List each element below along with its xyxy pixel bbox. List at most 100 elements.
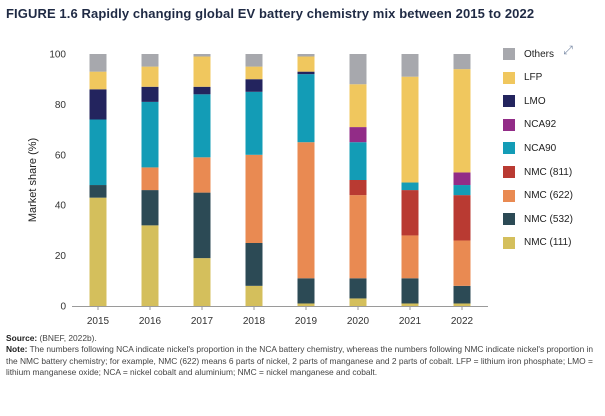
bar-segment bbox=[141, 101, 159, 168]
bar-segment bbox=[349, 54, 367, 85]
legend-label: LFP bbox=[524, 72, 543, 84]
x-tick-label: 2017 bbox=[191, 316, 214, 327]
bar-segment bbox=[349, 142, 367, 180]
bar-segment bbox=[297, 142, 315, 279]
bar-segment bbox=[453, 303, 471, 306]
bar-segment bbox=[193, 192, 211, 259]
y-tick-label: 40 bbox=[55, 201, 67, 212]
bar-segment bbox=[297, 303, 315, 306]
bar-segment bbox=[297, 278, 315, 304]
y-tick-label: 0 bbox=[60, 302, 66, 313]
bar-segment bbox=[453, 54, 471, 70]
y-tick-label: 20 bbox=[55, 251, 67, 262]
bar-segment bbox=[245, 285, 263, 306]
bar-segment bbox=[401, 235, 419, 279]
legend-item: NCA90 bbox=[503, 140, 556, 156]
bar-segment bbox=[349, 127, 367, 143]
bar-segment bbox=[349, 84, 367, 128]
source-line: Source: (BNEF, 2022b). bbox=[6, 333, 601, 344]
bar-segment bbox=[401, 278, 419, 304]
bar-segment bbox=[193, 94, 211, 158]
legend-item: Others bbox=[503, 46, 554, 62]
bar-segment bbox=[349, 180, 367, 196]
bar-segment bbox=[141, 66, 159, 87]
legend-swatch bbox=[503, 189, 515, 202]
y-tick-label: 100 bbox=[49, 50, 66, 61]
bar-segment bbox=[349, 195, 367, 279]
legend-item: LFP bbox=[503, 70, 542, 86]
bar-segment bbox=[245, 154, 263, 243]
bar-segment bbox=[453, 185, 471, 196]
legend-swatch bbox=[503, 71, 515, 84]
legend-swatch bbox=[503, 213, 515, 226]
legend-label: LMO bbox=[524, 95, 546, 107]
source-text: (BNEF, 2022b). bbox=[37, 333, 97, 343]
bar-segment bbox=[349, 298, 367, 306]
bar-segment bbox=[89, 71, 107, 90]
bar-segment bbox=[453, 195, 471, 241]
bar-segment bbox=[349, 278, 367, 299]
x-tick-label: 2015 bbox=[87, 316, 110, 327]
bar-segment bbox=[453, 172, 471, 186]
legend-label: NMC (111) bbox=[524, 237, 572, 249]
x-tick-label: 2022 bbox=[451, 316, 474, 327]
bar-segment bbox=[141, 225, 159, 306]
note-line: Note: The numbers following NCA indicate… bbox=[6, 344, 601, 378]
bar-segment bbox=[193, 54, 211, 57]
bar-segment bbox=[193, 86, 211, 95]
legend-swatch bbox=[503, 48, 515, 60]
bar-segment bbox=[401, 190, 419, 236]
legend-label: NCA92 bbox=[524, 119, 557, 131]
legend-swatch bbox=[503, 95, 515, 108]
bar-segment bbox=[141, 190, 159, 226]
legend-item: NMC (111) bbox=[503, 235, 571, 251]
legend-label: NMC (811) bbox=[524, 166, 573, 178]
legend-item: NCA92 bbox=[503, 117, 556, 133]
bar-segment bbox=[245, 91, 263, 155]
bar-segment bbox=[245, 243, 263, 286]
bar-segment bbox=[245, 54, 263, 67]
legend-label: NMC (622) bbox=[524, 190, 573, 202]
note-text: The numbers following NCA indicate nicke… bbox=[6, 344, 594, 378]
bar-segment bbox=[193, 258, 211, 306]
chart-footer: Source: (BNEF, 2022b). Note: The numbers… bbox=[6, 333, 601, 379]
x-tick-label: 2020 bbox=[347, 316, 370, 327]
x-tick-label: 2019 bbox=[295, 316, 318, 327]
bar-segment bbox=[245, 79, 263, 92]
bar-segment bbox=[89, 54, 107, 72]
bar-segment bbox=[141, 167, 159, 191]
bar-segment bbox=[453, 69, 471, 173]
legend-label: NCA90 bbox=[524, 142, 557, 154]
legend-item: NMC (811) bbox=[503, 164, 572, 180]
bar-segment bbox=[401, 303, 419, 306]
legend-item: NMC (622) bbox=[503, 188, 573, 204]
x-tick-label: 2021 bbox=[399, 316, 422, 327]
legend-swatch bbox=[503, 118, 515, 131]
bar-segment bbox=[401, 182, 419, 191]
expand-icon[interactable]: ⤢ bbox=[563, 43, 573, 57]
bar-segment bbox=[453, 240, 471, 286]
bar-segment bbox=[297, 74, 315, 143]
bar-segment bbox=[89, 185, 107, 198]
bar-segment bbox=[193, 157, 211, 193]
y-tick-label: 60 bbox=[55, 150, 67, 161]
bar-segment bbox=[89, 197, 107, 306]
legend-item: NMC (532) bbox=[503, 211, 573, 227]
bar-segment bbox=[89, 89, 107, 120]
bar-segment bbox=[141, 54, 159, 67]
note-label: Note: bbox=[6, 344, 28, 355]
x-tick-label: 2016 bbox=[139, 316, 162, 327]
bar-segment bbox=[401, 76, 419, 183]
legend-swatch bbox=[503, 142, 515, 155]
bar-segment bbox=[297, 71, 315, 75]
bar-segment bbox=[297, 56, 315, 72]
bar-segment bbox=[453, 285, 471, 304]
y-axis-title: Market share (%) bbox=[27, 138, 39, 222]
bar-segment bbox=[193, 56, 211, 87]
chart-title: FIGURE 1.6 Rapidly changing global EV ba… bbox=[6, 6, 535, 21]
bar-segment bbox=[89, 119, 107, 186]
legend-swatch bbox=[503, 236, 515, 249]
bar-segment bbox=[141, 86, 159, 102]
legend-item: LMO bbox=[503, 93, 546, 109]
y-tick-label: 80 bbox=[55, 100, 67, 111]
